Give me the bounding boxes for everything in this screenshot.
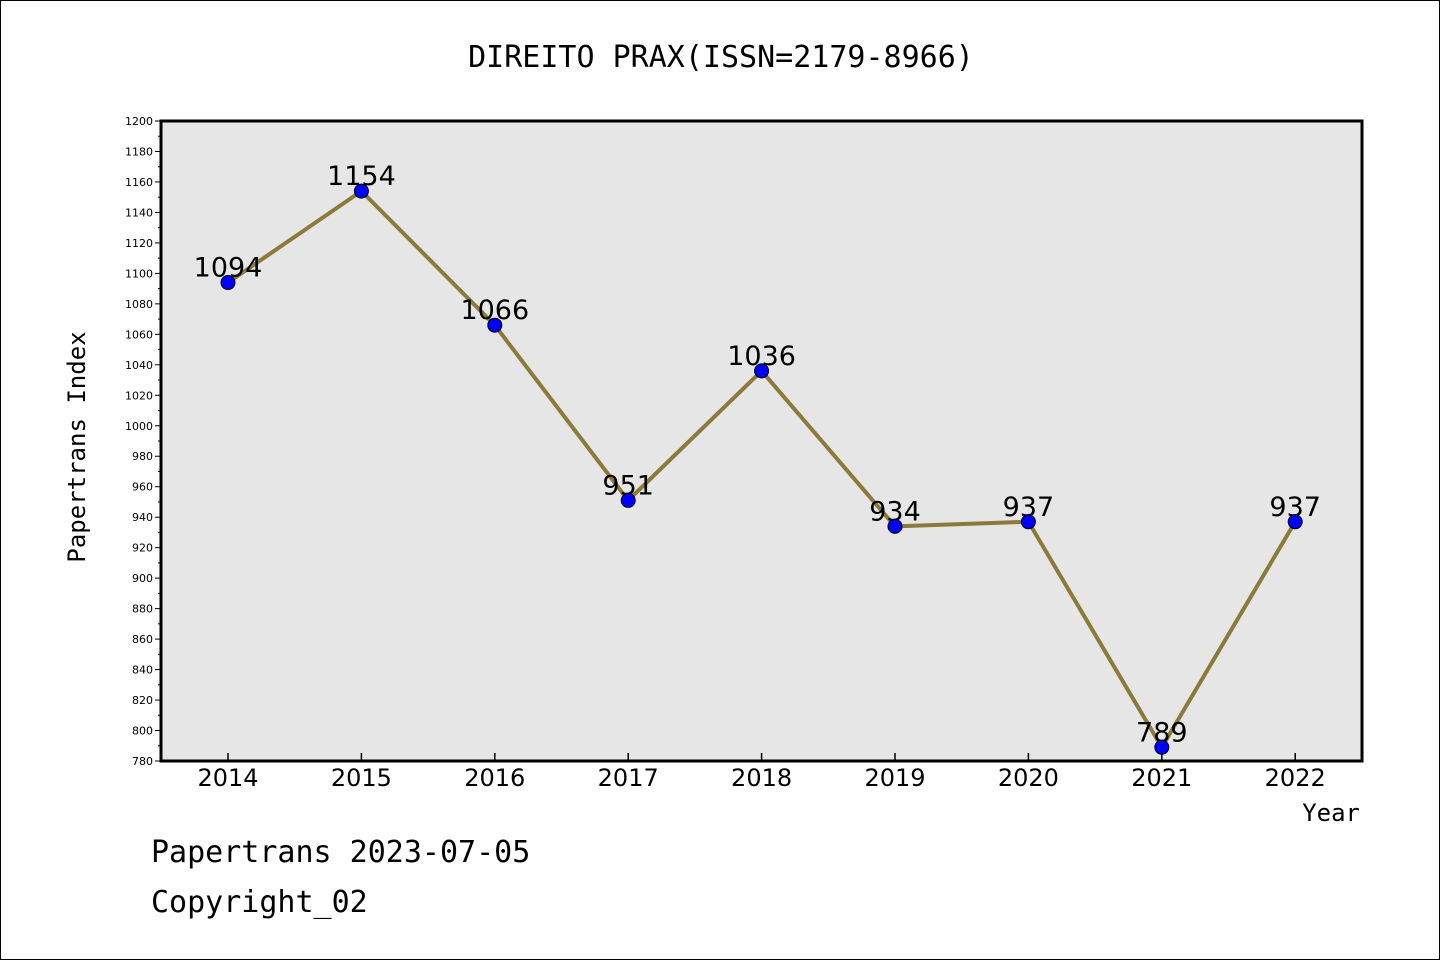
x-axis-label: Year: [1302, 799, 1360, 827]
x-tick-label: 2018: [731, 764, 792, 792]
data-point: [220, 275, 236, 291]
y-tick-label: 1180: [125, 145, 153, 158]
data-point: [754, 363, 770, 379]
footer-copyright: Copyright_02: [151, 885, 368, 920]
y-tick-label: 980: [132, 450, 153, 463]
x-tick-label: 2022: [1265, 764, 1326, 792]
x-tick-label: 2014: [197, 764, 258, 792]
data-point: [1020, 514, 1036, 530]
data-point: [1154, 739, 1170, 755]
y-tick-label: 920: [132, 542, 153, 555]
x-axis-ticks: 2014 2015 2016 2017 2018 2019 2020 2021 2022: [197, 753, 1326, 792]
footer-date: Papertrans 2023-07-05: [151, 835, 531, 870]
y-tick-label: 1160: [125, 176, 153, 189]
y-tick-label: 1100: [125, 267, 153, 280]
data-point: [353, 183, 369, 199]
y-tick-label: 800: [132, 725, 153, 738]
y-tick-label: 820: [132, 694, 153, 707]
x-tick-label: 2015: [331, 764, 392, 792]
y-tick-label: 1140: [125, 206, 153, 219]
x-tick-label: 2021: [1131, 764, 1192, 792]
y-axis-ticks: 780 800 820 840 860 880 900 920 940 960 980 1000 102…: [125, 115, 161, 768]
x-tick-label: 2016: [464, 764, 525, 792]
y-tick-label: 840: [132, 664, 153, 677]
y-tick-label: 1060: [125, 328, 153, 341]
x-tick-label: 2020: [998, 764, 1059, 792]
y-tick-label: 1020: [125, 389, 153, 402]
y-tick-label: 1040: [125, 359, 153, 372]
x-tick-label: 2017: [598, 764, 659, 792]
y-tick-label: 940: [132, 511, 153, 524]
x-tick-label: 2019: [864, 764, 925, 792]
y-tick-label: 1200: [125, 115, 153, 128]
y-tick-label: 880: [132, 603, 153, 616]
y-axis-label: Papertrans Index: [63, 331, 91, 562]
y-tick-label: 780: [132, 755, 153, 768]
data-point: [1287, 514, 1303, 530]
data-point: [620, 492, 636, 508]
chart-title: DIREITO PRAX(ISSN=2179-8966): [468, 40, 974, 75]
y-tick-label: 960: [132, 481, 153, 494]
y-tick-label: 1080: [125, 298, 153, 311]
y-tick-label: 860: [132, 633, 153, 646]
plot-area: [161, 121, 1362, 761]
plot-border: [159, 119, 1364, 763]
y-tick-label: 1120: [125, 237, 153, 250]
data-point: [887, 518, 903, 534]
data-point: [487, 317, 503, 333]
y-tick-label: 900: [132, 572, 153, 585]
y-tick-label: 1000: [125, 420, 153, 433]
